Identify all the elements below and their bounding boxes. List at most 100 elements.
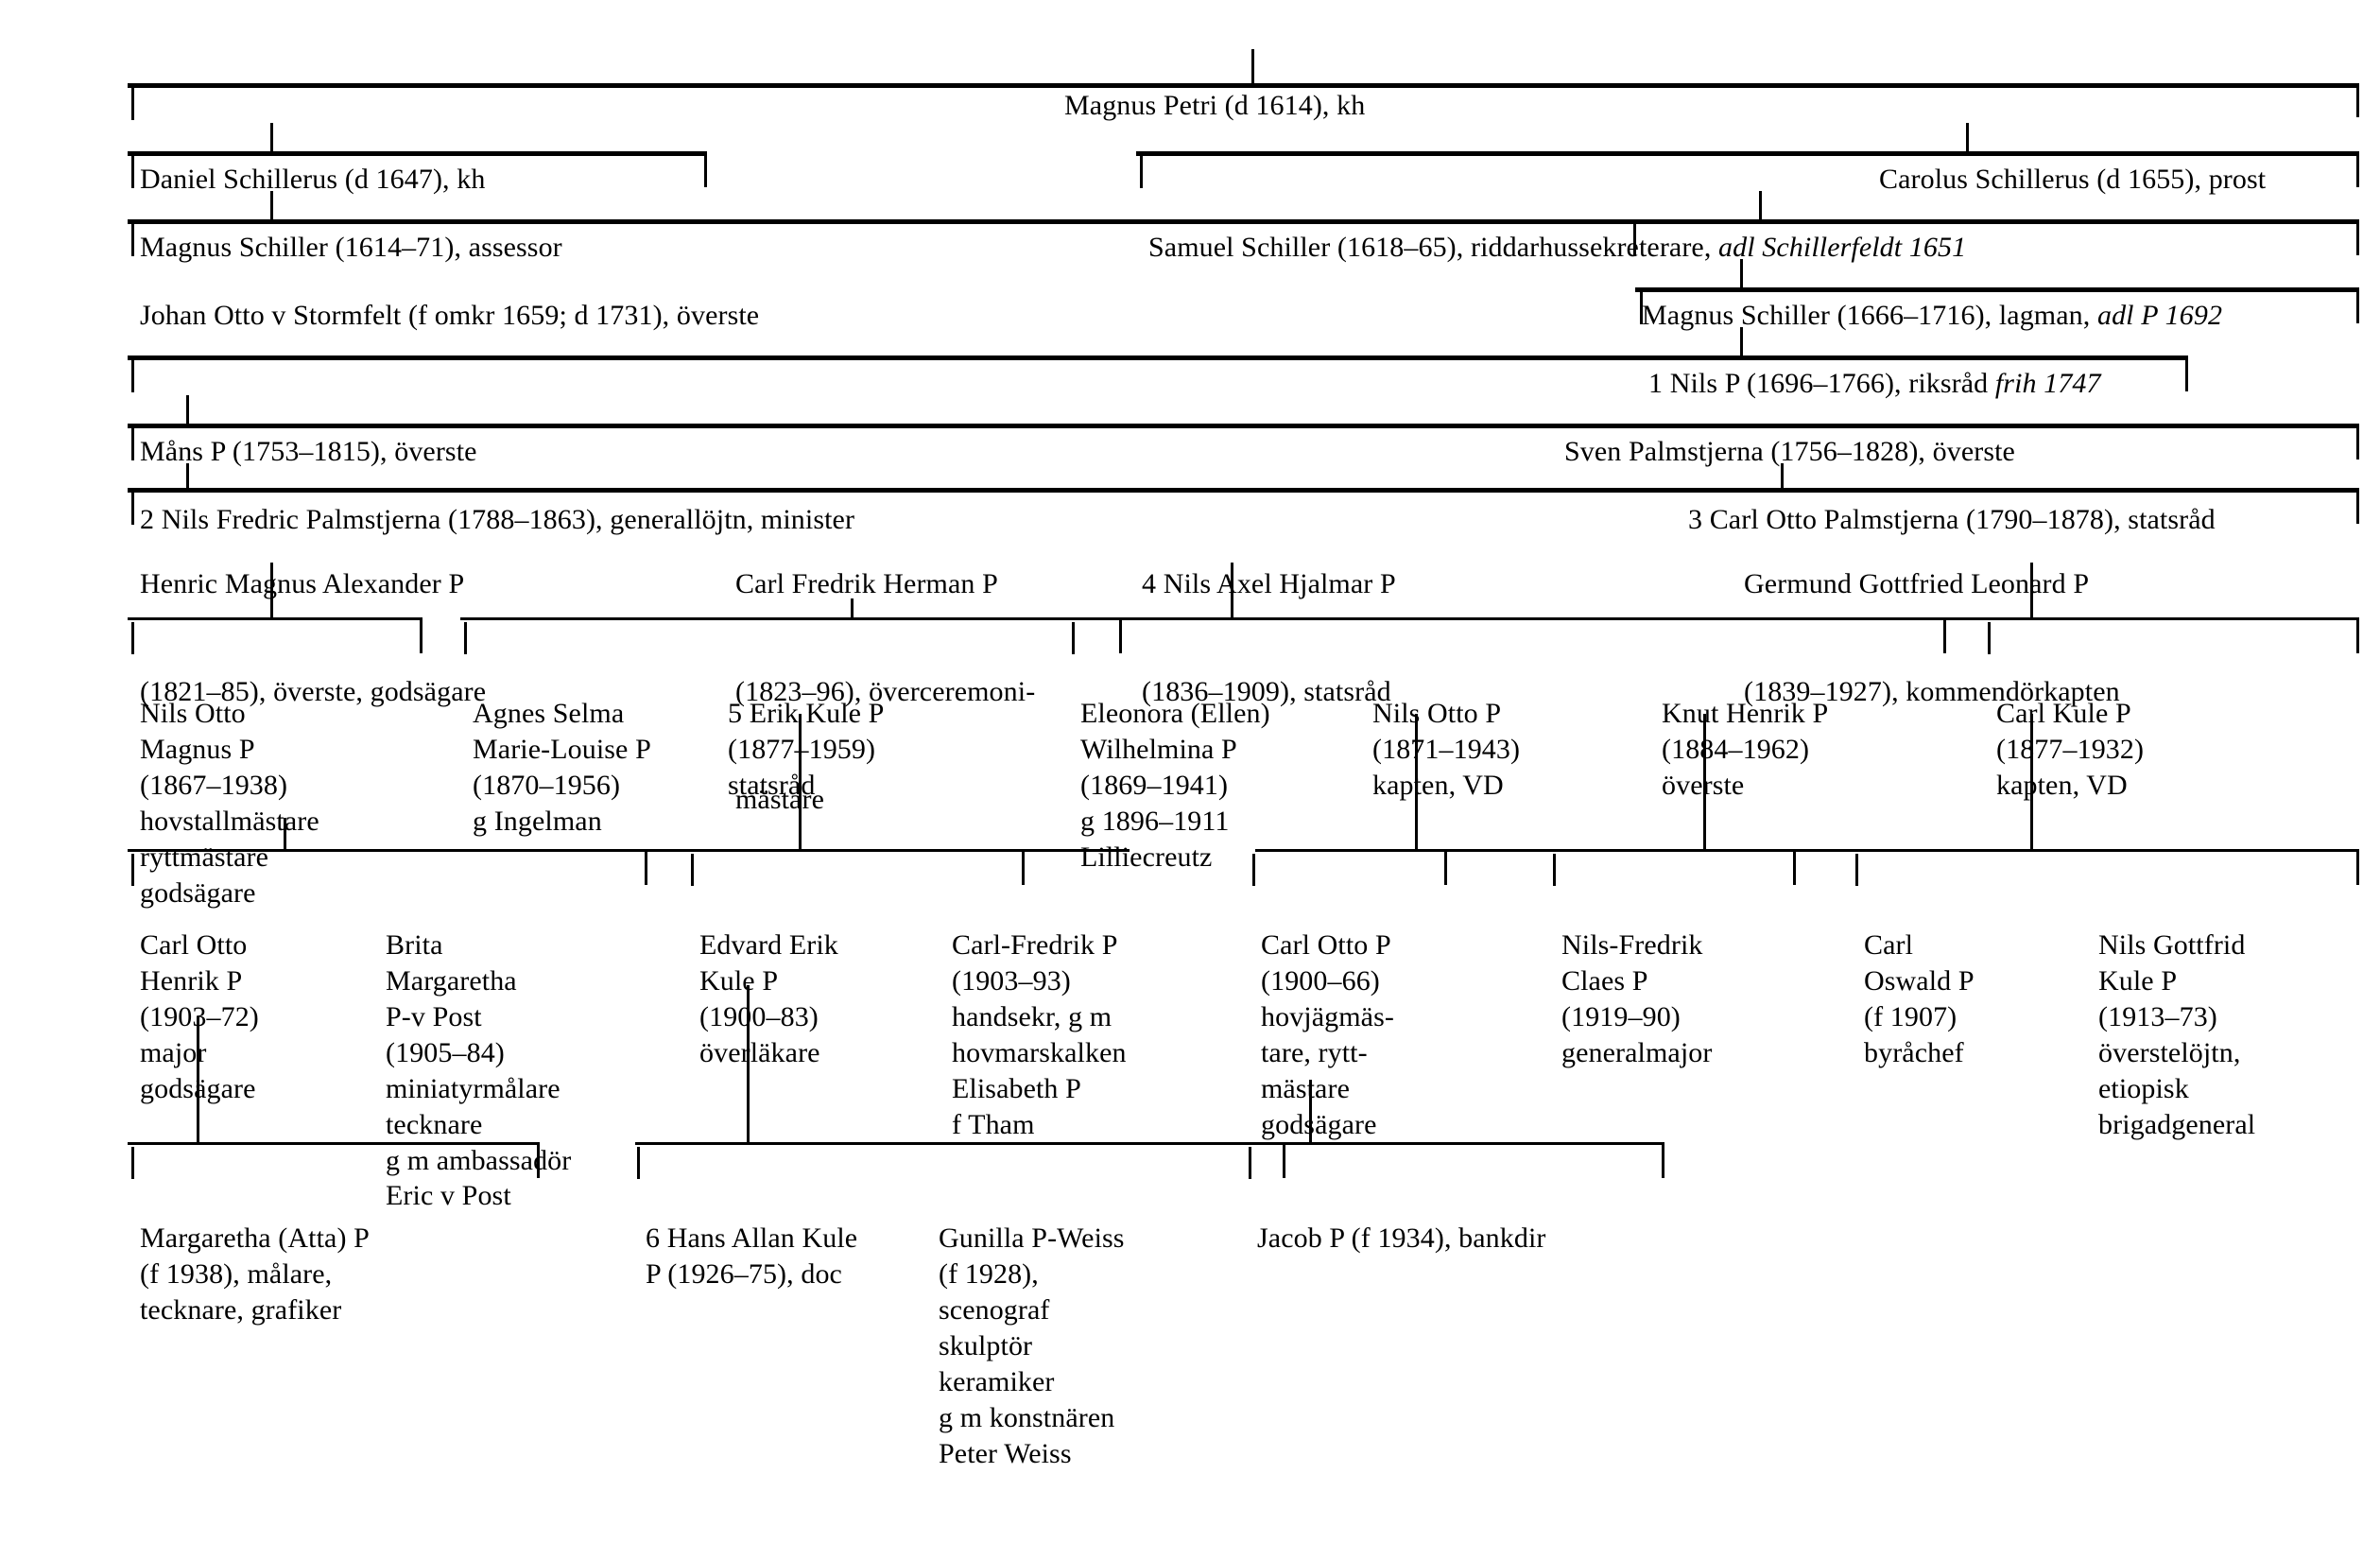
connector-rcap <box>2356 424 2359 459</box>
connector-vstub <box>1309 1080 1312 1142</box>
person-henric-magnus-alexander-p: Henric Magnus Alexander P (1821–85), öve… <box>130 493 487 782</box>
person-eleonora-ellen-wilhelmina-p: Eleonora (Ellen) Wilhelmina P (1869–1941… <box>1072 621 1270 946</box>
person-samuel-schiller: Samuel Schiller (1618–65), riddarhussekr… <box>1139 156 1967 338</box>
person-block: Nils Otto Magnus P (1867–1938) hovstallm… <box>140 697 319 909</box>
connector-vstub <box>186 395 189 425</box>
person-line: (1823–96), överceremoni- <box>735 675 1036 707</box>
person-line: Magnus Schiller (1614–71), assessor <box>140 231 562 263</box>
connector-vstub <box>1251 49 1254 85</box>
person-carl-fredrik-p: Carl-Fredrik P (1903–93) handsekr, g m h… <box>952 856 1127 1214</box>
connector-hbar <box>1255 849 2359 852</box>
person-line: Magnus Petri (d 1614), kh <box>1064 89 1366 121</box>
person-line: Magnus Schiller (1666–1716), lagman, adl… <box>1642 298 2222 334</box>
connector-vstub <box>1231 563 1233 617</box>
person-block: Agnes Selma Marie-Louise P (1870–1956) g… <box>473 697 651 837</box>
connector-hbar <box>1068 617 1711 620</box>
connector-hbar <box>635 1142 1285 1145</box>
person-nils-fredrik-claes-p: Nils-Fredrik Claes P (1919–90) generalma… <box>1552 854 1713 1143</box>
connector-vstub <box>747 985 750 1142</box>
person-line: mästare <box>735 783 824 815</box>
person-line: 1 Nils P (1696–1766), riksråd frih 1747 <box>1648 366 2101 402</box>
person-block: Knut Henrik P (1884–1962) överste <box>1662 697 1829 801</box>
person-line: Germund Gottfried Leonard P <box>1744 567 2090 599</box>
connector-rcap <box>2356 287 2359 323</box>
person-agnes-selma-marie-louise-p: Agnes Selma Marie-Louise P (1870–1956) g… <box>464 622 651 911</box>
person-block: Carl Otto P (1900–66) hovjägmäs- tare, r… <box>1261 928 1394 1140</box>
person-carl-kule-p: Carl Kule P (1877–1932) kapten, VD <box>1987 622 2145 876</box>
person-line: Daniel Schillerus (d 1647), kh <box>140 163 486 195</box>
person-block: Brita Margaretha P-v Post (1905–84) mini… <box>386 928 572 1212</box>
person-block: Carl-Fredrik P (1903–93) handsekr, g m h… <box>952 928 1127 1140</box>
person-block: Carl Kule P (1877–1932) kapten, VD <box>1996 697 2145 801</box>
connector-hbar <box>1635 287 2359 292</box>
person-brita-margaretha-p-v-post: Brita Margaretha P-v Post (1905–84) mini… <box>386 856 571 1286</box>
person-carl-otto-p: Carl Otto P (1900–66) hovjägmäs- tare, r… <box>1252 853 1394 1214</box>
person-line: Johan Otto v Stormfelt (f omkr 1659; d 1… <box>140 299 760 331</box>
person-magnus-schiller-1614: Magnus Schiller (1614–71), assessor <box>131 156 562 338</box>
person-line: 3 Carl Otto Palmstjerna (1790–1878), sta… <box>1688 503 2216 535</box>
person-carolus-schillerus: Carolus Schillerus (d 1655), prost <box>1879 90 2266 269</box>
person-line: 4 Nils Axel Hjalmar P <box>1142 567 1396 599</box>
person-line: Carl Fredrik Herman P <box>735 567 998 599</box>
person-ennoblement-text: adl Schillerfeldt 1651 <box>1718 231 1967 263</box>
person-jacob-p: Jacob P (f 1934), bankdir <box>1249 1147 1546 1328</box>
person-edvard-erik-kule-p: Edvard Erik Kule P (1900–83) överläkare <box>691 854 838 1143</box>
person-block: Edvard Erik Kule P (1900–83) överläkare <box>699 928 838 1068</box>
person-ennoblement-text: frih 1747 <box>1994 367 2101 399</box>
person-line: (1836–1909), statsråd <box>1142 675 1391 707</box>
person-nils-otto-p: Nils Otto P (1871–1943) kapten, VD <box>1372 624 1520 876</box>
person-line: Henric Magnus Alexander P <box>140 567 465 599</box>
connector-vstub <box>851 598 854 619</box>
person-hans-allan-kule-p: 6 Hans Allan Kule P (1926–75), doc <box>636 1147 858 1364</box>
person-block: Nils-Fredrik Claes P (1919–90) generalma… <box>1561 928 1713 1068</box>
connector-rcap <box>1662 1142 1664 1178</box>
connector-rcap <box>1444 849 1447 885</box>
connector-vstub <box>1740 259 1743 289</box>
connector-rcap <box>2356 488 2359 524</box>
person-block: Margaretha (Atta) P (f 1938), målare, te… <box>140 1222 370 1326</box>
person-name-text: 1 Nils P (1696–1766), riksråd <box>1648 367 1995 399</box>
person-daniel-schillerus: Daniel Schillerus (d 1647), kh <box>130 88 486 269</box>
person-carl-fredrik-herman-p: Carl Fredrik Herman P (1823–96), övercer… <box>735 494 1035 889</box>
person-block: Nils Otto P (1871–1943) kapten, VD <box>1372 697 1521 801</box>
person-block: Carl Oswald P (f 1907) byråchef <box>1864 928 1975 1068</box>
connector-vstub <box>270 191 273 221</box>
connector-vstub <box>1415 714 1418 851</box>
person-margaretha-atta-p: Margaretha (Atta) P (f 1938), målare, te… <box>131 1147 370 1400</box>
person-mans-p: Måns P (1753–1815), överste <box>131 360 477 542</box>
connector-rcap <box>1119 617 1122 653</box>
connector-hbar <box>1657 617 2359 620</box>
connector-rcap <box>1283 1142 1285 1178</box>
person-line: (1821–85), överste, godsägare <box>140 675 487 707</box>
connector-rcap <box>1793 849 1796 885</box>
person-magnus-petri: Magnus Petri (d 1614), kh <box>1064 16 1365 196</box>
person-block: Jacob P (f 1934), bankdir <box>1257 1222 1546 1254</box>
person-line: Carolus Schillerus (d 1655), prost <box>1879 163 2267 195</box>
person-carl-otto-palmstjerna: 3 Carl Otto Palmstjerna (1790–1878), sta… <box>1688 430 2216 610</box>
person-line: Måns P (1753–1815), överste <box>140 435 477 467</box>
connector-vstub <box>1703 714 1706 851</box>
connector-vstub <box>799 714 802 851</box>
person-block: Eleonora (Ellen) Wilhelmina P (1869–1941… <box>1080 697 1270 873</box>
person-ennoblement-text: adl P 1692 <box>2096 299 2223 331</box>
connector-hbar <box>128 849 1130 852</box>
connector-vstub <box>1781 463 1784 490</box>
connector-hbar <box>1245 1142 1664 1145</box>
person-name-text: Magnus Schiller (1666–1716), lagman, <box>1642 299 2097 331</box>
connector-vstub <box>2030 714 2033 851</box>
connector-rcap <box>1943 617 1946 653</box>
person-sven-palmstjerna: Sven Palmstjerna (1756–1828), överste <box>1564 362 2015 542</box>
connector-hbar <box>128 219 2359 224</box>
connector-hbar <box>128 488 2359 493</box>
connector-rcap <box>2356 219 2359 255</box>
person-nils-otto-magnus-p: Nils Otto Magnus P (1867–1938) hovstallm… <box>131 621 319 982</box>
person-johan-otto-v-stormfelt: Johan Otto v Stormfelt (f omkr 1659; d 1… <box>130 224 760 406</box>
connector-hbar <box>128 1142 539 1145</box>
person-erik-kule-p: 5 Erik Kule P (1877–1959) statsråd <box>728 624 884 876</box>
person-nils-gottfrid-kule-p: Nils Gottfrid Kule P (1913–73) överstelö… <box>2098 856 2255 1214</box>
connector-vstub <box>186 463 189 490</box>
person-line: 2 Nils Fredric Palmstjerna (1788–1863), … <box>140 503 855 535</box>
person-block: 6 Hans Allan Kule P (1926–75), doc <box>646 1222 858 1290</box>
connector-vstub <box>197 1016 199 1144</box>
person-block: Nils Gottfrid Kule P (1913–73) överstelö… <box>2098 928 2256 1140</box>
